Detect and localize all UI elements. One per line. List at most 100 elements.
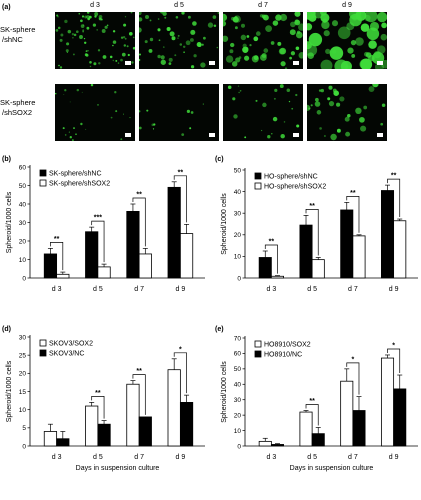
y-tick-label: 60 <box>19 164 27 171</box>
scale-bar <box>209 133 215 137</box>
spheroid-blob <box>130 12 133 14</box>
spheroid-blob <box>90 84 94 87</box>
spheroid-blob <box>280 61 286 67</box>
spheroid-blob <box>80 19 83 23</box>
micrograph-image <box>55 84 131 141</box>
spheroid-blob <box>260 129 263 132</box>
spheroid-blob <box>229 49 234 54</box>
spheroid-blob <box>98 62 101 65</box>
spheroid-blob <box>117 62 120 64</box>
significance-bracket <box>305 209 319 256</box>
spheroid-blob <box>86 26 90 30</box>
spheroid-blob <box>291 107 294 110</box>
spheroid-blob <box>280 133 285 139</box>
spheroid-blob <box>190 29 196 35</box>
spheroid-blob <box>139 53 142 56</box>
spheroid-blob <box>262 14 269 21</box>
legend-label: SK-sphere/shSOX2 <box>49 181 110 188</box>
legend-label: HO-sphere/shSOX2 <box>264 184 326 191</box>
spheroid-blob <box>275 14 282 21</box>
spheroid-blob <box>89 61 92 64</box>
spheroid-blob <box>368 54 375 62</box>
spheroid-blob <box>72 53 75 56</box>
bar <box>393 220 407 279</box>
spheroid-blob <box>89 65 92 68</box>
bar <box>270 444 285 447</box>
bar <box>258 440 272 447</box>
spheroid-blob <box>80 24 85 28</box>
spheroid-blob <box>120 58 123 62</box>
day-label-4: d 9 <box>342 2 352 9</box>
row-label-shsox2: SK-sphere /shSOX2 <box>0 98 35 118</box>
legend-label: HO8910/SOX2 <box>264 342 311 349</box>
spheroid-blob <box>84 53 88 57</box>
legend-swatch <box>254 172 262 180</box>
x-axis-label: Days in suspension culture <box>76 465 160 472</box>
spheroid-blob <box>189 127 192 130</box>
spheroid-blob <box>238 91 240 94</box>
spheroid-blob <box>372 84 379 88</box>
spheroid-blob <box>364 12 378 23</box>
day-label-1: d 3 <box>90 2 100 9</box>
spheroid-blob <box>360 125 367 132</box>
significance-bracket <box>173 352 187 394</box>
x-tick-label: d 9 <box>389 454 399 461</box>
spheroid-blob <box>139 12 142 16</box>
micrograph-tile <box>55 12 135 69</box>
spheroid-blob <box>145 15 149 19</box>
spheroid-blob <box>267 135 271 139</box>
spheroid-blob <box>319 127 322 130</box>
spheroid-blob <box>63 93 65 95</box>
spheroid-blob <box>263 48 269 53</box>
legend-swatch <box>254 182 262 190</box>
spheroid-blob <box>255 31 261 36</box>
significance-label: ** <box>269 239 275 246</box>
spheroid-blob <box>181 12 185 15</box>
chart-b: (b) 0 10 20 30 40 50 60 Spheroid/1000 cells d 3 **… <box>2 156 205 293</box>
spheroid-blob <box>352 15 358 21</box>
spheroid-blob <box>272 20 279 26</box>
spheroid-blob <box>181 133 185 136</box>
spheroid-blob <box>289 29 296 36</box>
spheroid-blob <box>56 14 59 17</box>
spheroid-blob <box>96 29 99 31</box>
spheroid-blob <box>153 123 156 126</box>
spheroid-blob <box>139 110 141 113</box>
y-tick-label: 5 <box>22 425 26 432</box>
spheroid-blob <box>200 62 206 68</box>
spheroid-blob <box>315 97 319 102</box>
spheroid-blob <box>289 56 292 60</box>
x-axis-label: Days in suspension culture <box>290 465 374 472</box>
spheroid-blob <box>225 55 234 63</box>
spheroid-blob <box>87 50 89 52</box>
spheroid-blob <box>157 54 161 59</box>
y-tick-label: 25 <box>19 352 27 359</box>
spheroid-blob <box>203 36 206 40</box>
spheroid-blob <box>148 48 153 53</box>
spheroid-blob <box>120 138 123 141</box>
significance-label: ** <box>136 192 142 199</box>
spheroid-blob <box>308 32 323 47</box>
spheroid-blob <box>307 23 313 31</box>
x-tick-label: d 9 <box>389 286 399 293</box>
y-axis-label: Spheroid/1000 cells <box>6 360 13 422</box>
spheroid-blob <box>314 101 321 107</box>
bar <box>179 233 194 279</box>
legend-swatch <box>39 339 47 347</box>
spheroid-blob <box>64 89 67 92</box>
scale-bar <box>209 61 215 65</box>
spheroid-blob <box>152 128 155 130</box>
spheroid-blob <box>360 23 370 32</box>
spheroid-blob <box>296 30 301 34</box>
significance-bracket <box>264 244 278 274</box>
spheroid-blob <box>274 88 278 93</box>
spheroid-blob <box>146 109 149 112</box>
spheroid-blob <box>62 127 65 130</box>
spheroid-blob <box>262 102 267 108</box>
legend-label: SKOV3/SOX2 <box>49 341 93 348</box>
spheroid-blob <box>240 23 246 28</box>
bar <box>126 383 140 447</box>
spheroid-blob <box>78 12 81 15</box>
spheroid-blob <box>82 31 84 33</box>
micrograph-tile <box>55 84 135 141</box>
